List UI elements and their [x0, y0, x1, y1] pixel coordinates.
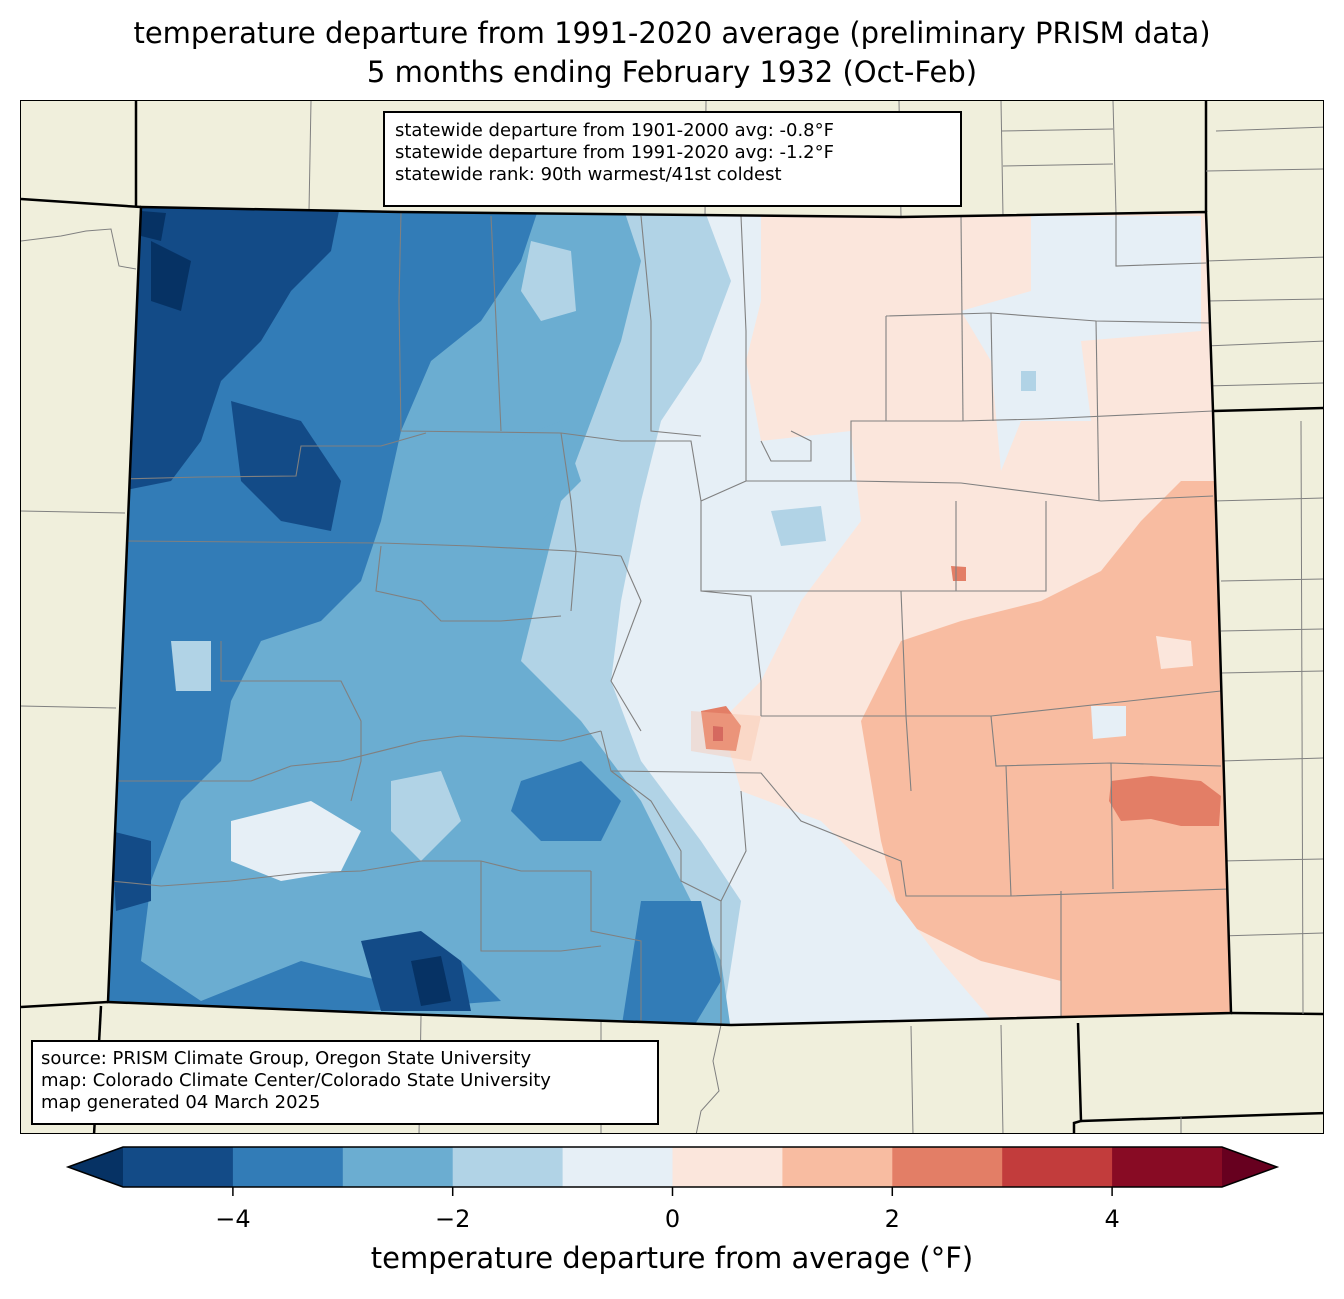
map-panel [20, 100, 1324, 1134]
colorbar-tick-label: −2 [435, 1205, 470, 1233]
colorbar-label: temperature departure from average (°F) [370, 1241, 974, 1275]
colorbar-bin [1002, 1147, 1113, 1187]
colorbar: −4 −2 0 2 4 [65, 1146, 1280, 1233]
colorbar-over-triangle [1222, 1147, 1277, 1187]
colorbar-bin [232, 1147, 344, 1187]
colorbar-tick-label: −4 [215, 1205, 250, 1233]
neighbor-state-borders [21, 101, 1323, 1133]
colorbar-tick-label: 0 [665, 1205, 680, 1233]
colorbar-bin [782, 1147, 893, 1187]
colorbar-outline [65, 1146, 1280, 1188]
map-title: temperature departure from 1991-2020 ave… [133, 16, 1211, 50]
colorbar-bin [562, 1147, 673, 1187]
colorbar-bin [1112, 1147, 1223, 1187]
colorbar-bin [452, 1147, 564, 1187]
colorbar-bin [123, 1147, 234, 1187]
stats-rank: statewide rank: 90th warmest/41st coldes… [395, 164, 782, 185]
temperature-departure-field [108, 207, 1231, 1025]
map-generated-date: map generated 04 March 2025 [41, 1092, 321, 1113]
colorbar-under-triangle [68, 1147, 123, 1187]
map-credit: map: Colorado Climate Center/Colorado St… [41, 1070, 551, 1091]
colorbar-tick-label: 4 [1104, 1205, 1119, 1233]
source-credit: source: PRISM Climate Group, Oregon Stat… [41, 1048, 532, 1069]
statewide-stats-box: statewide departure from 1901-2000 avg: … [383, 111, 962, 207]
source-credits-box: source: PRISM Climate Group, Oregon Stat… [31, 1040, 659, 1125]
colorbar-tick-label: 2 [885, 1205, 900, 1233]
colorbar-bin [892, 1147, 1003, 1187]
map-subtitle: 5 months ending February 1932 (Oct-Feb) [366, 55, 978, 89]
colorbar-bin [672, 1147, 783, 1187]
stats-departure-1991-2020: statewide departure from 1991-2020 avg: … [395, 142, 834, 163]
colorado-county-lines [110, 211, 1231, 1025]
stats-departure-1901-2000: statewide departure from 1901-2000 avg: … [395, 120, 834, 141]
colorado-state-border [106, 205, 1233, 1027]
colorbar-bin [342, 1147, 454, 1187]
